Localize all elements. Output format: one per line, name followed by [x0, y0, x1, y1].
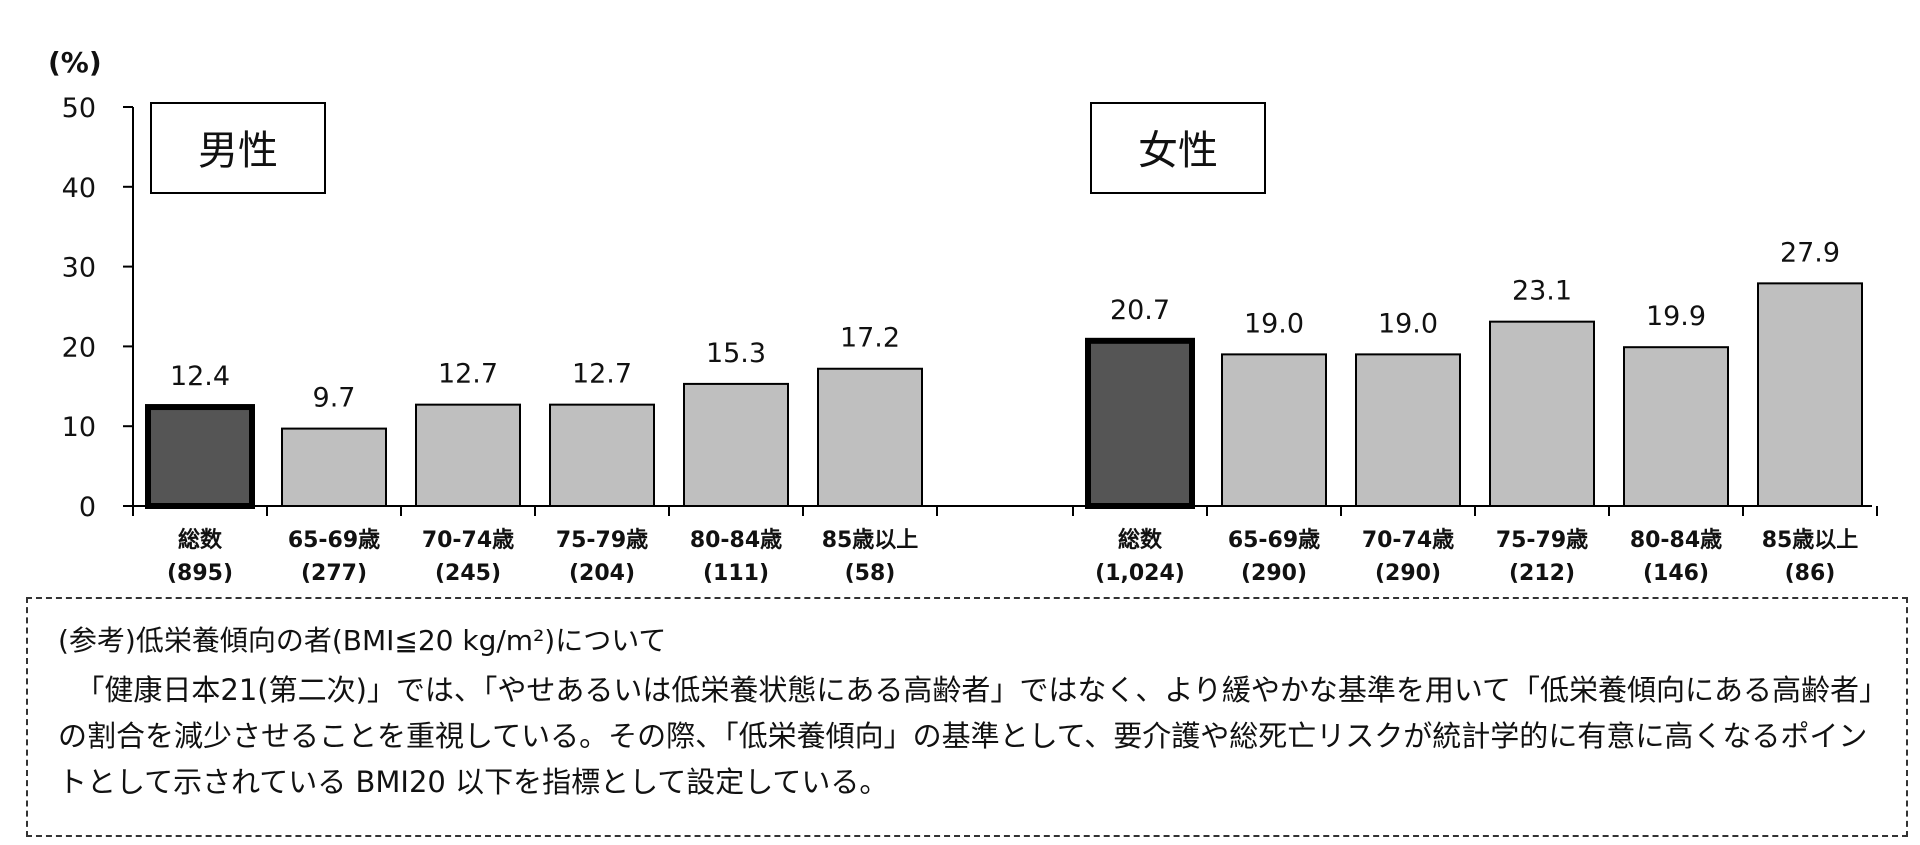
y-axis-unit-label: (%) [48, 46, 102, 79]
x-category-count: (58) [845, 561, 896, 586]
bar [817, 367, 923, 507]
bar-value-label: 12.7 [572, 359, 632, 390]
x-category-count: (277) [301, 561, 367, 586]
x-category-count: (146) [1643, 561, 1709, 586]
y-tick-label: 10 [62, 412, 96, 443]
bar-value-label: 20.7 [1110, 295, 1170, 326]
panel-label-box [1090, 102, 1266, 194]
panel-label: 男性 [198, 128, 278, 174]
y-tick-label: 20 [62, 332, 96, 363]
x-category-count: (111) [703, 561, 769, 586]
bar [1221, 353, 1327, 507]
bar-value-label: 9.7 [313, 383, 356, 414]
x-category-label: 75-79歳 [556, 528, 648, 553]
bar [1355, 353, 1461, 507]
bar-value-label: 12.7 [438, 359, 498, 390]
x-category-count: (1,024) [1095, 561, 1185, 586]
x-category-count: (86) [1785, 561, 1836, 586]
x-category-label: 65-69歳 [1228, 528, 1320, 553]
bar [145, 404, 255, 510]
x-category-label: 85歳以上 [822, 528, 919, 553]
x-category-label: 80-84歳 [1630, 528, 1722, 553]
x-category-label: 65-69歳 [288, 528, 380, 553]
panel-label-box [150, 102, 326, 194]
bar [415, 403, 521, 507]
bar [683, 382, 789, 508]
bar-value-label: 17.2 [840, 323, 900, 354]
note-body: 「健康日本21(第二次)」では、「やせあるいは低栄養状態にある高齢者」ではなく、… [58, 673, 1874, 799]
y-tick-label: 50 [62, 93, 96, 124]
bar-value-label: 19.0 [1244, 308, 1304, 339]
bar-value-label: 23.1 [1512, 276, 1572, 307]
bar [1085, 337, 1195, 509]
bar [281, 427, 387, 507]
bar-value-label: 19.0 [1378, 308, 1438, 339]
x-category-count: (895) [167, 561, 233, 586]
x-category-label: 80-84歳 [690, 528, 782, 553]
reference-note: (参考)低栄養傾向の者(BMI≦20 kg/m²)について 「健康日本21(第二… [26, 597, 1908, 837]
x-category-count: (212) [1509, 561, 1575, 586]
x-category-label: 総数 [178, 527, 223, 553]
x-category-label: 75-79歳 [1496, 528, 1588, 553]
bar-value-label: 27.9 [1780, 237, 1840, 268]
panel-label: 女性 [1138, 128, 1218, 174]
bar [549, 403, 655, 507]
x-category-label: 70-74歳 [422, 528, 514, 553]
note-title: (参考)低栄養傾向の者(BMI≦20 kg/m²)について [58, 624, 667, 657]
x-category-label: 70-74歳 [1362, 528, 1454, 553]
bar [1623, 346, 1729, 507]
y-tick-label: 0 [79, 492, 96, 523]
bar [1757, 282, 1863, 507]
bar [1489, 320, 1595, 507]
x-category-label: 総数 [1118, 527, 1163, 553]
bar-value-label: 19.9 [1646, 301, 1706, 332]
bar-chart: (%) 0 10 20 30 40 50 男性 12.4 総数 (895) 9.7 65-69歳 (277… [48, 46, 1878, 586]
y-tick-label: 30 [62, 253, 96, 284]
x-category-count: (204) [569, 561, 635, 586]
x-category-label: 85歳以上 [1762, 528, 1859, 553]
x-category-count: (290) [1241, 561, 1307, 586]
x-category-count: (245) [435, 561, 501, 586]
bar-value-label: 15.3 [706, 338, 766, 369]
bar-value-label: 12.4 [170, 361, 230, 392]
x-category-count: (290) [1375, 561, 1441, 586]
y-tick-label: 40 [62, 173, 96, 204]
